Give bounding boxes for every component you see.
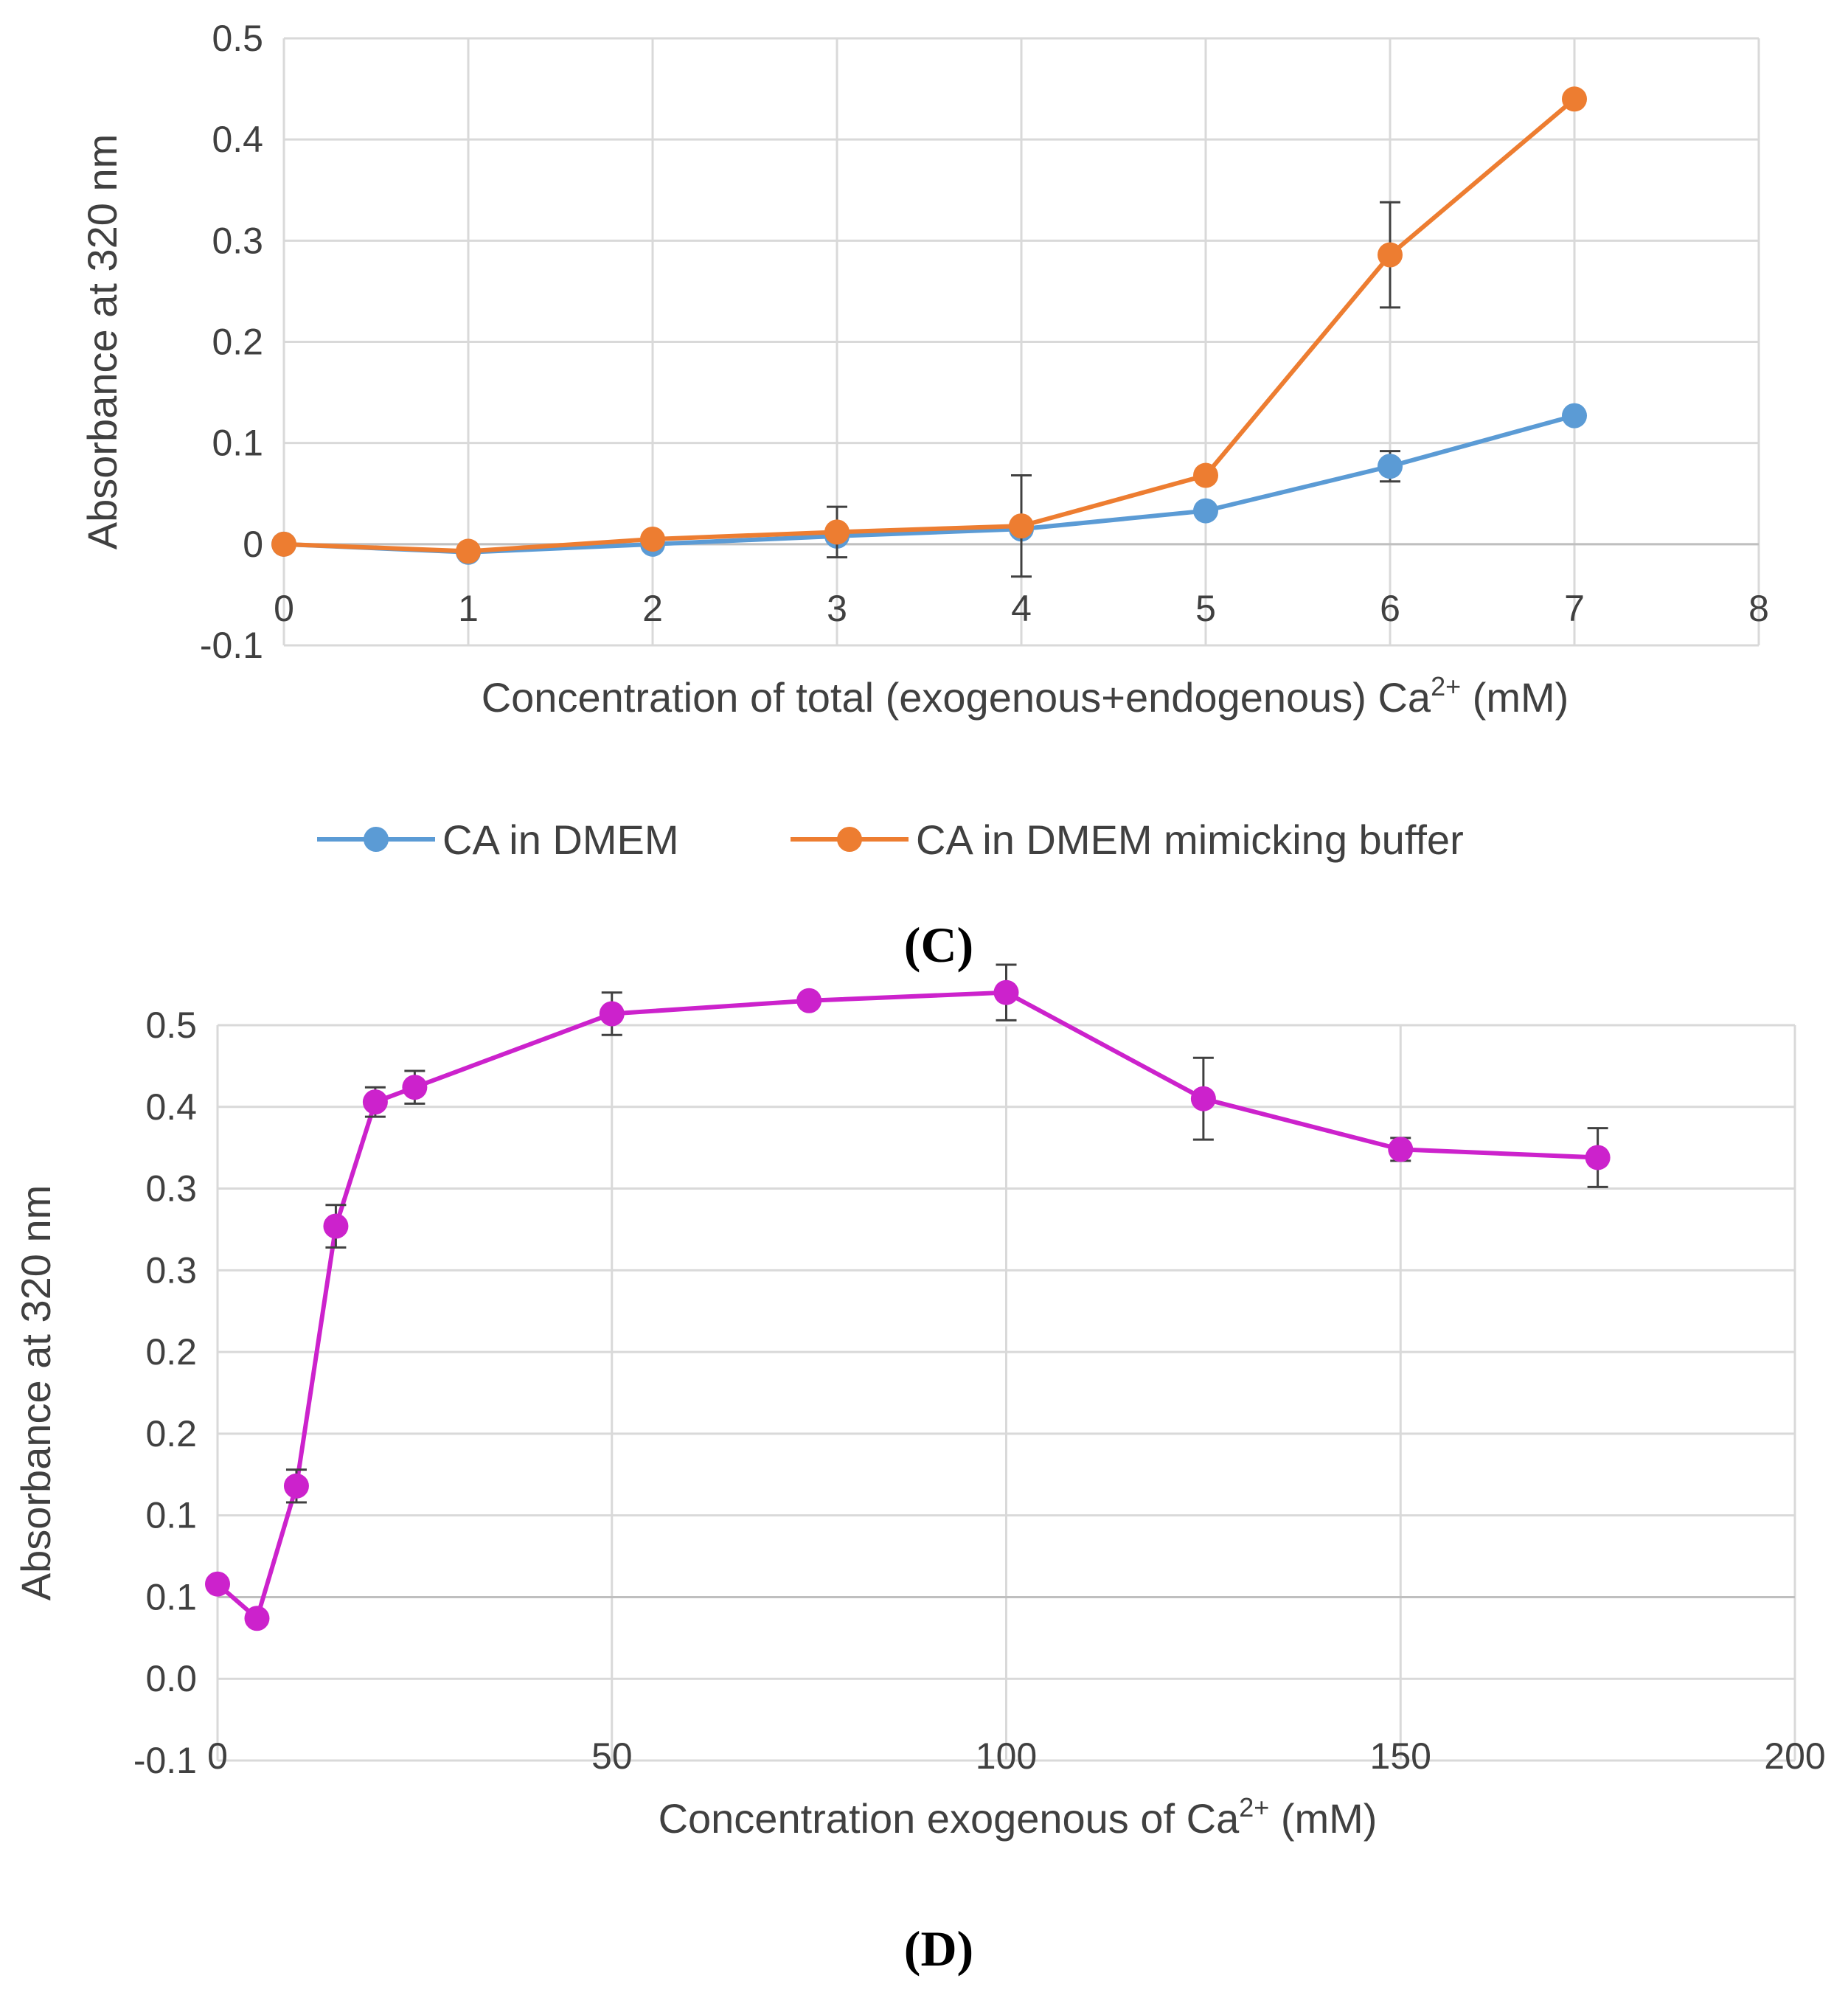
data-point — [993, 979, 1019, 1005]
legend-swatch-marker — [837, 827, 862, 852]
x-tick-label: 8 — [1748, 588, 1769, 629]
x-axis-title-units: (mM) — [1461, 674, 1569, 721]
x-tick-label: 150 — [1370, 1735, 1431, 1777]
data-point — [824, 519, 850, 545]
data-point — [1193, 498, 1218, 524]
data-point — [1378, 242, 1403, 268]
data-point — [1193, 462, 1218, 488]
x-tick-label: 6 — [1380, 588, 1400, 629]
y-axis-title: Absorbance at 320 nm — [13, 1185, 59, 1600]
panel-label: (C) — [904, 917, 973, 973]
y-tick-label: 0.3 — [212, 220, 263, 261]
data-point — [796, 988, 822, 1013]
y-tick-label: 0.3 — [145, 1168, 197, 1210]
x-tick-label: 100 — [976, 1735, 1037, 1777]
y-tick-label: 0.5 — [145, 1005, 197, 1046]
legend-label: CA in DMEM — [442, 816, 679, 863]
x-tick-label: 5 — [1195, 588, 1216, 629]
series-line — [282, 97, 1577, 554]
data-point — [271, 531, 296, 557]
data-point — [1009, 513, 1034, 539]
y-tick-label: 0.2 — [145, 1413, 197, 1454]
x-tick-label: 2 — [642, 588, 663, 629]
data-point — [1190, 1086, 1216, 1111]
data-point — [1585, 1145, 1611, 1170]
data-point — [599, 1001, 625, 1027]
y-tick-label: 0.0 — [145, 1658, 197, 1699]
x-axis-title-main: Concentration exogenous of Ca — [659, 1795, 1240, 1842]
x-axis-title: Concentration exogenous of Ca2+ (mM) — [659, 1792, 1378, 1842]
data-point — [205, 1571, 230, 1597]
chart-panel-d: -0.1 0.0 0.1 0.1 0.2 0.2 0.3 0.3 0.4 0.5 0 50 100 150… — [13, 963, 1826, 1977]
y-tick-label: 0.4 — [145, 1086, 197, 1128]
x-tick-label: 3 — [827, 588, 847, 629]
y-axis-title: Absorbance at 320 nm — [79, 134, 125, 549]
x-tick-label: 50 — [591, 1735, 633, 1777]
x-axis-title-superscript: 2+ — [1239, 1792, 1269, 1822]
y-tick-label: 0.1 — [212, 423, 263, 464]
data-point — [1388, 1137, 1414, 1162]
y-tick-label: -0.1 — [200, 625, 263, 666]
data-point — [244, 1606, 270, 1631]
y-tick-label: 0.1 — [145, 1576, 197, 1617]
y-tick-label: 0.2 — [145, 1331, 197, 1373]
data-point — [362, 1089, 388, 1115]
chart-panel-c: -0.1 0 0.1 0.2 0.3 0.4 0.5 0 1 2 3 4 5 6 7 8 Absorbance … — [79, 18, 1769, 973]
data-point — [456, 538, 481, 564]
data-point — [1378, 454, 1403, 479]
data-point — [402, 1075, 428, 1100]
data-point — [323, 1213, 349, 1239]
data-point — [1562, 86, 1587, 112]
x-tick-label: 0 — [207, 1735, 228, 1777]
x-axis-title-main: Concentration of total (exogenous+endoge… — [482, 674, 1431, 721]
x-axis-title-superscript: 2+ — [1431, 671, 1461, 701]
y-tick-label: -0.1 — [133, 1740, 197, 1781]
x-tick-label: 0 — [274, 588, 294, 629]
y-tick-label: 0.3 — [145, 1249, 197, 1291]
y-tick-label: 0.1 — [145, 1495, 197, 1536]
data-point — [640, 526, 665, 552]
panel-label: (D) — [904, 1921, 973, 1977]
y-tick-label: 0.5 — [212, 18, 263, 59]
x-tick-label: 4 — [1011, 588, 1032, 629]
y-tick-label: 0 — [243, 524, 263, 565]
data-point — [1562, 403, 1587, 429]
x-tick-label: 200 — [1764, 1735, 1825, 1777]
legend-label: CA in DMEM mimicking buffer — [916, 816, 1464, 863]
x-axis-title: Concentration of total (exogenous+endoge… — [482, 671, 1569, 721]
y-tick-label: 0.4 — [212, 119, 263, 160]
series-line — [215, 990, 1600, 1621]
x-tick-label: 7 — [1564, 588, 1585, 629]
x-axis-title-units: (mM) — [1269, 1795, 1377, 1842]
x-tick-label: 1 — [458, 588, 479, 629]
y-tick-label: 0.2 — [212, 322, 263, 363]
data-point — [283, 1473, 309, 1499]
legend-swatch-marker — [364, 827, 389, 852]
